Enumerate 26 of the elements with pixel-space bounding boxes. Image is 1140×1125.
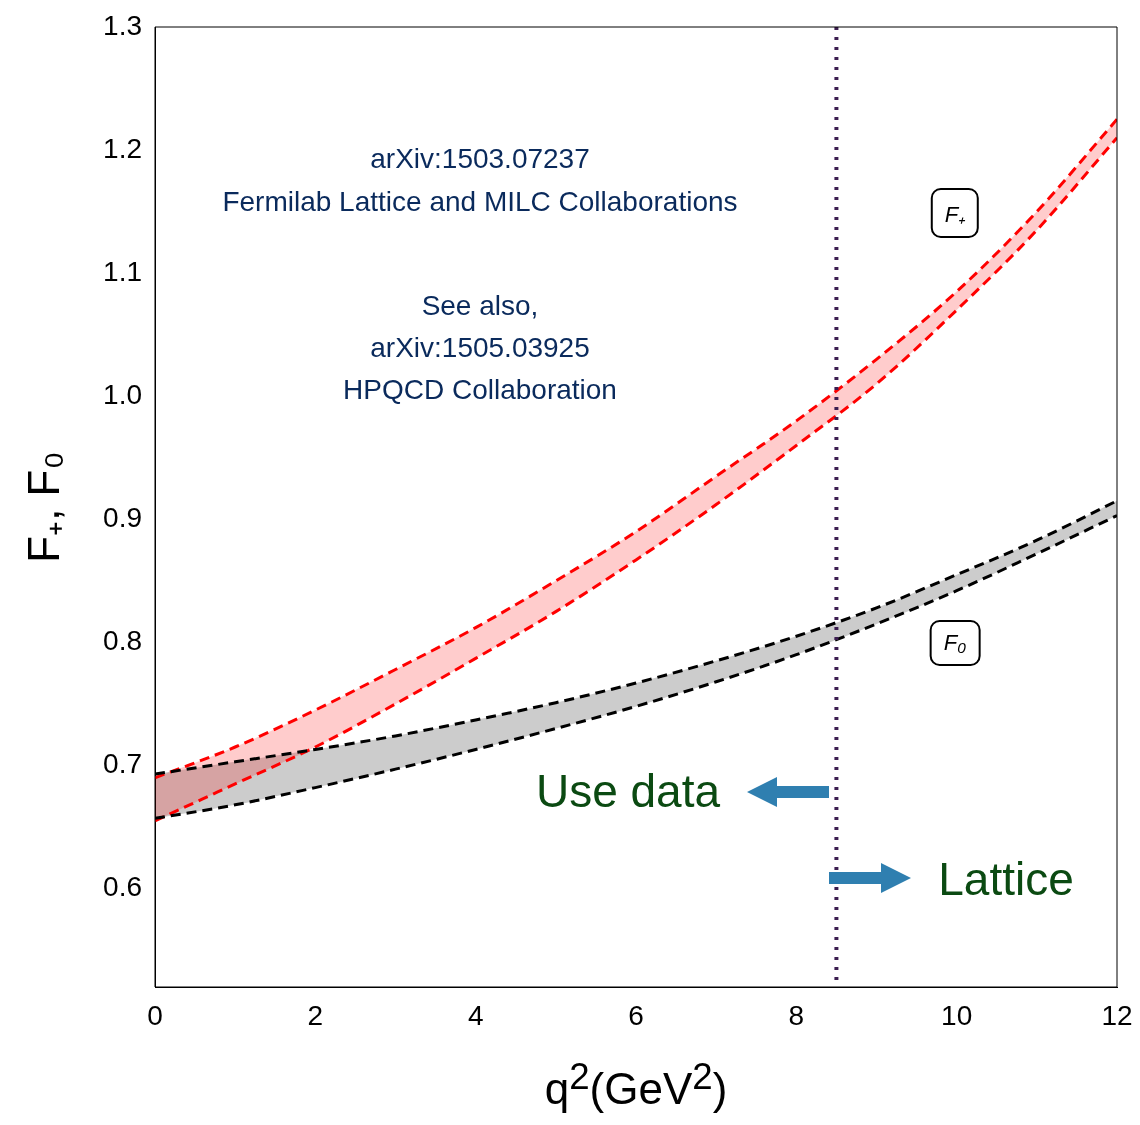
series-label: F₊ <box>930 188 980 238</box>
x-tick-label: 8 <box>788 999 805 1031</box>
annotation: See also, <box>421 290 539 323</box>
annotation: Fermilab Lattice and MILC Collaborations <box>222 186 738 219</box>
y-tick-label: 0.6 <box>103 871 142 903</box>
y-tick-label: 1.1 <box>103 255 142 287</box>
x-tick-label: 2 <box>307 999 324 1031</box>
y-axis-title: F₊, F₀ <box>18 451 69 563</box>
y-tick-label: 1.2 <box>103 132 142 164</box>
x-axis-title: q$^{2}$(GeV$^{2}$) <box>544 1055 728 1115</box>
annotation: Use data <box>535 764 721 819</box>
annotation: arXiv:1503.07237 <box>370 143 590 176</box>
y-tick-label: 0.9 <box>103 502 142 534</box>
x-tick-label: 6 <box>628 999 644 1031</box>
x-tick-label: 4 <box>467 999 484 1031</box>
x-tick-label: 0 <box>147 999 163 1031</box>
y-tick-label: 1.0 <box>103 378 142 410</box>
annotation: HPQCD Collaboration <box>343 374 617 407</box>
annotation: Lattice <box>938 852 1074 907</box>
x-tick-label: 12 <box>1101 999 1133 1031</box>
y-tick-label: 0.7 <box>103 748 142 780</box>
annotation: arXiv:1505.03925 <box>370 332 590 365</box>
y-tick-label: 0.8 <box>103 625 142 657</box>
x-tick-label: 10 <box>941 999 973 1031</box>
text: F₀ <box>929 620 981 666</box>
y-tick-label: 1.3 <box>103 9 142 41</box>
